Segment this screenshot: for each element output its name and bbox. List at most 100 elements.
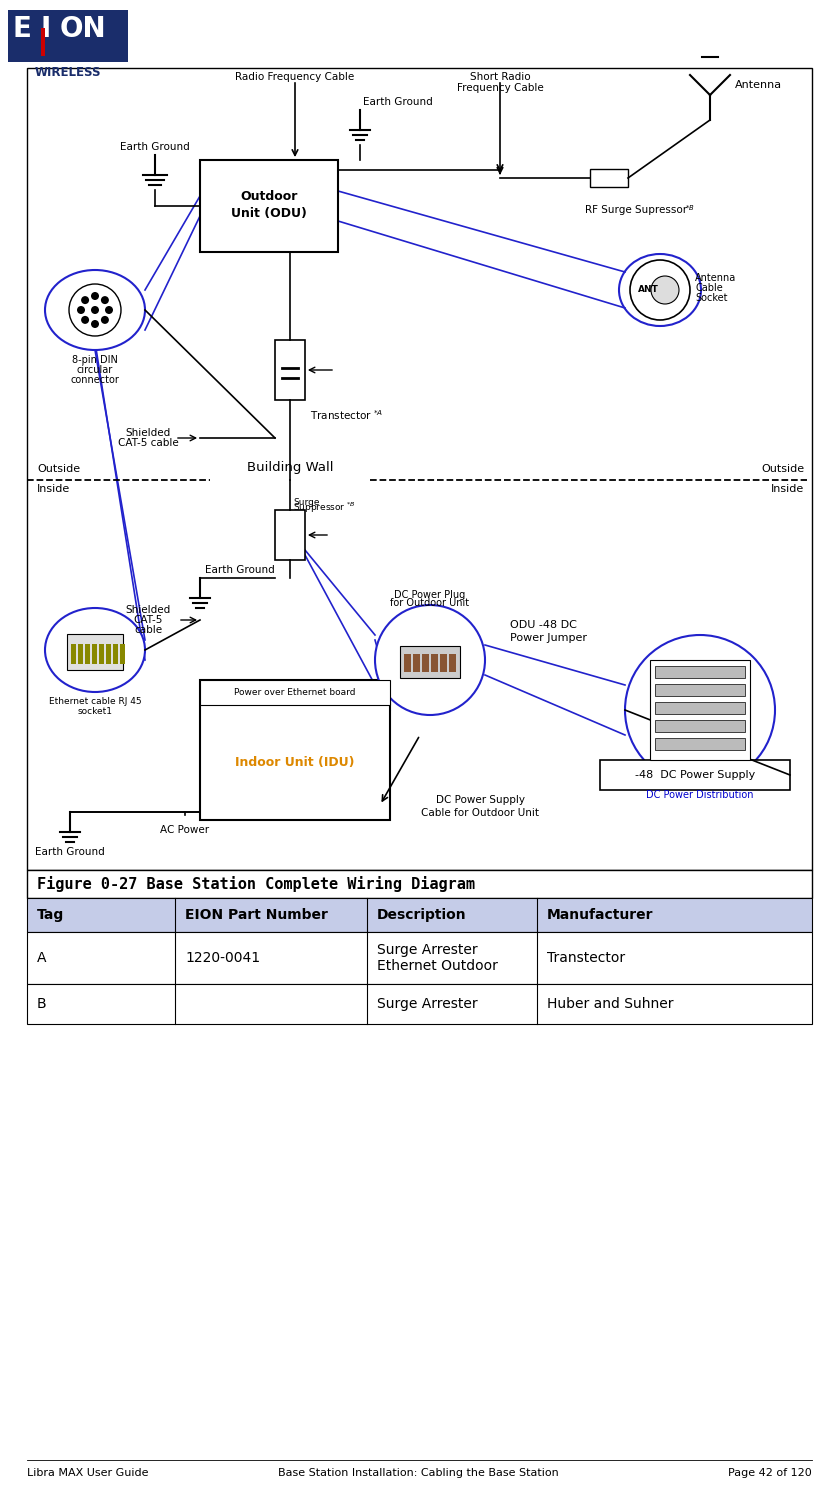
Text: socket1: socket1: [78, 706, 113, 716]
Text: WIRELESS: WIRELESS: [35, 66, 101, 80]
Text: cable: cable: [134, 626, 162, 634]
Circle shape: [91, 306, 99, 314]
Bar: [600, 760, 790, 790]
Bar: [200, 160, 338, 252]
Text: DC Power Distribution: DC Power Distribution: [646, 790, 754, 800]
Text: circular: circular: [77, 364, 113, 375]
Text: connector: connector: [70, 375, 120, 386]
Text: Antenna: Antenna: [735, 80, 782, 90]
Text: Outside: Outside: [37, 464, 80, 474]
Text: Cable for Outdoor Unit: Cable for Outdoor Unit: [421, 808, 539, 818]
Circle shape: [105, 306, 113, 314]
Text: Earth Ground: Earth Ground: [35, 847, 104, 856]
Text: CAT-5 cable: CAT-5 cable: [118, 438, 178, 448]
Text: Ethernet Outdoor: Ethernet Outdoor: [377, 958, 498, 974]
Circle shape: [91, 292, 99, 300]
Text: Suppressor $^{*B}$: Suppressor $^{*B}$: [293, 501, 356, 515]
Text: Transtector: Transtector: [547, 951, 625, 964]
Bar: [655, 702, 745, 714]
Bar: [27, 984, 812, 1024]
Bar: [92, 644, 97, 664]
Text: Short Radio: Short Radio: [470, 72, 530, 82]
Text: ON: ON: [59, 15, 106, 44]
Bar: [655, 666, 745, 678]
Text: Inside: Inside: [37, 484, 70, 494]
Circle shape: [81, 316, 89, 324]
Text: Unit (ODU): Unit (ODU): [231, 207, 307, 220]
Text: E: E: [13, 15, 32, 44]
Text: Power Jumper: Power Jumper: [510, 633, 587, 644]
Bar: [404, 654, 411, 672]
Bar: [27, 68, 812, 870]
Text: Surge: Surge: [293, 498, 319, 507]
Bar: [400, 646, 460, 678]
Text: -48  DC Power Supply: -48 DC Power Supply: [635, 770, 755, 780]
Text: I: I: [41, 15, 51, 44]
Ellipse shape: [45, 608, 145, 692]
Circle shape: [77, 306, 85, 314]
Text: Outside: Outside: [761, 464, 804, 474]
Bar: [113, 644, 118, 664]
Text: RF Surge Supressor: RF Surge Supressor: [585, 206, 687, 214]
Text: 1220-0041: 1220-0041: [185, 951, 260, 964]
Text: Libra MAX User Guide: Libra MAX User Guide: [27, 1468, 149, 1478]
Text: ANT: ANT: [638, 285, 659, 294]
Text: Description: Description: [377, 908, 466, 922]
Text: Shielded: Shielded: [125, 427, 171, 438]
Text: Tag: Tag: [37, 908, 64, 922]
Bar: [275, 510, 305, 560]
Bar: [422, 654, 429, 672]
Bar: [71, 644, 76, 664]
Text: 8-pin DIN: 8-pin DIN: [72, 356, 118, 364]
Text: Power over Ethernet board: Power over Ethernet board: [234, 688, 356, 698]
Text: $^{*B}$: $^{*B}$: [685, 206, 695, 214]
Bar: [67, 634, 123, 670]
Text: DC Power Plug: DC Power Plug: [395, 590, 466, 600]
Text: Page 42 of 120: Page 42 of 120: [728, 1468, 812, 1478]
Bar: [27, 898, 812, 932]
Text: for Outdoor Unit: for Outdoor Unit: [390, 598, 470, 608]
Text: Inside: Inside: [771, 484, 804, 494]
Circle shape: [625, 634, 775, 784]
Bar: [99, 644, 104, 664]
Bar: [27, 870, 812, 898]
Text: A: A: [37, 951, 47, 964]
Bar: [8, 10, 128, 62]
Text: Radio Frequency Cable: Radio Frequency Cable: [236, 72, 354, 82]
Circle shape: [375, 604, 485, 715]
Bar: [440, 654, 447, 672]
Text: DC Power Supply: DC Power Supply: [436, 795, 524, 806]
Circle shape: [651, 276, 679, 304]
Bar: [413, 654, 420, 672]
Text: Ethernet cable RJ 45: Ethernet cable RJ 45: [48, 698, 141, 706]
Bar: [655, 720, 745, 732]
Ellipse shape: [45, 270, 145, 350]
Bar: [78, 644, 83, 664]
Text: Surge Arrester: Surge Arrester: [377, 944, 477, 957]
Text: Cable: Cable: [695, 284, 723, 292]
Text: Outdoor: Outdoor: [240, 189, 298, 202]
Bar: [106, 644, 111, 664]
Bar: [85, 644, 90, 664]
Circle shape: [91, 320, 99, 328]
Text: Manufacturer: Manufacturer: [547, 908, 654, 922]
Text: Transtector $^{*A}$: Transtector $^{*A}$: [310, 408, 384, 422]
Text: EION Part Number: EION Part Number: [185, 908, 328, 922]
Text: Socket: Socket: [695, 292, 727, 303]
Text: B: B: [37, 998, 47, 1011]
Bar: [590, 170, 628, 188]
Bar: [41, 28, 45, 56]
Text: Building Wall: Building Wall: [247, 460, 334, 474]
Bar: [275, 340, 305, 400]
Bar: [655, 738, 745, 750]
Text: Earth Ground: Earth Ground: [120, 142, 190, 152]
Bar: [431, 654, 438, 672]
Bar: [650, 660, 750, 760]
Bar: [655, 684, 745, 696]
Text: Earth Ground: Earth Ground: [363, 98, 433, 106]
Text: AC Power: AC Power: [161, 825, 210, 836]
Circle shape: [630, 260, 690, 320]
Bar: [449, 654, 456, 672]
Bar: [200, 680, 390, 705]
Circle shape: [101, 316, 109, 324]
